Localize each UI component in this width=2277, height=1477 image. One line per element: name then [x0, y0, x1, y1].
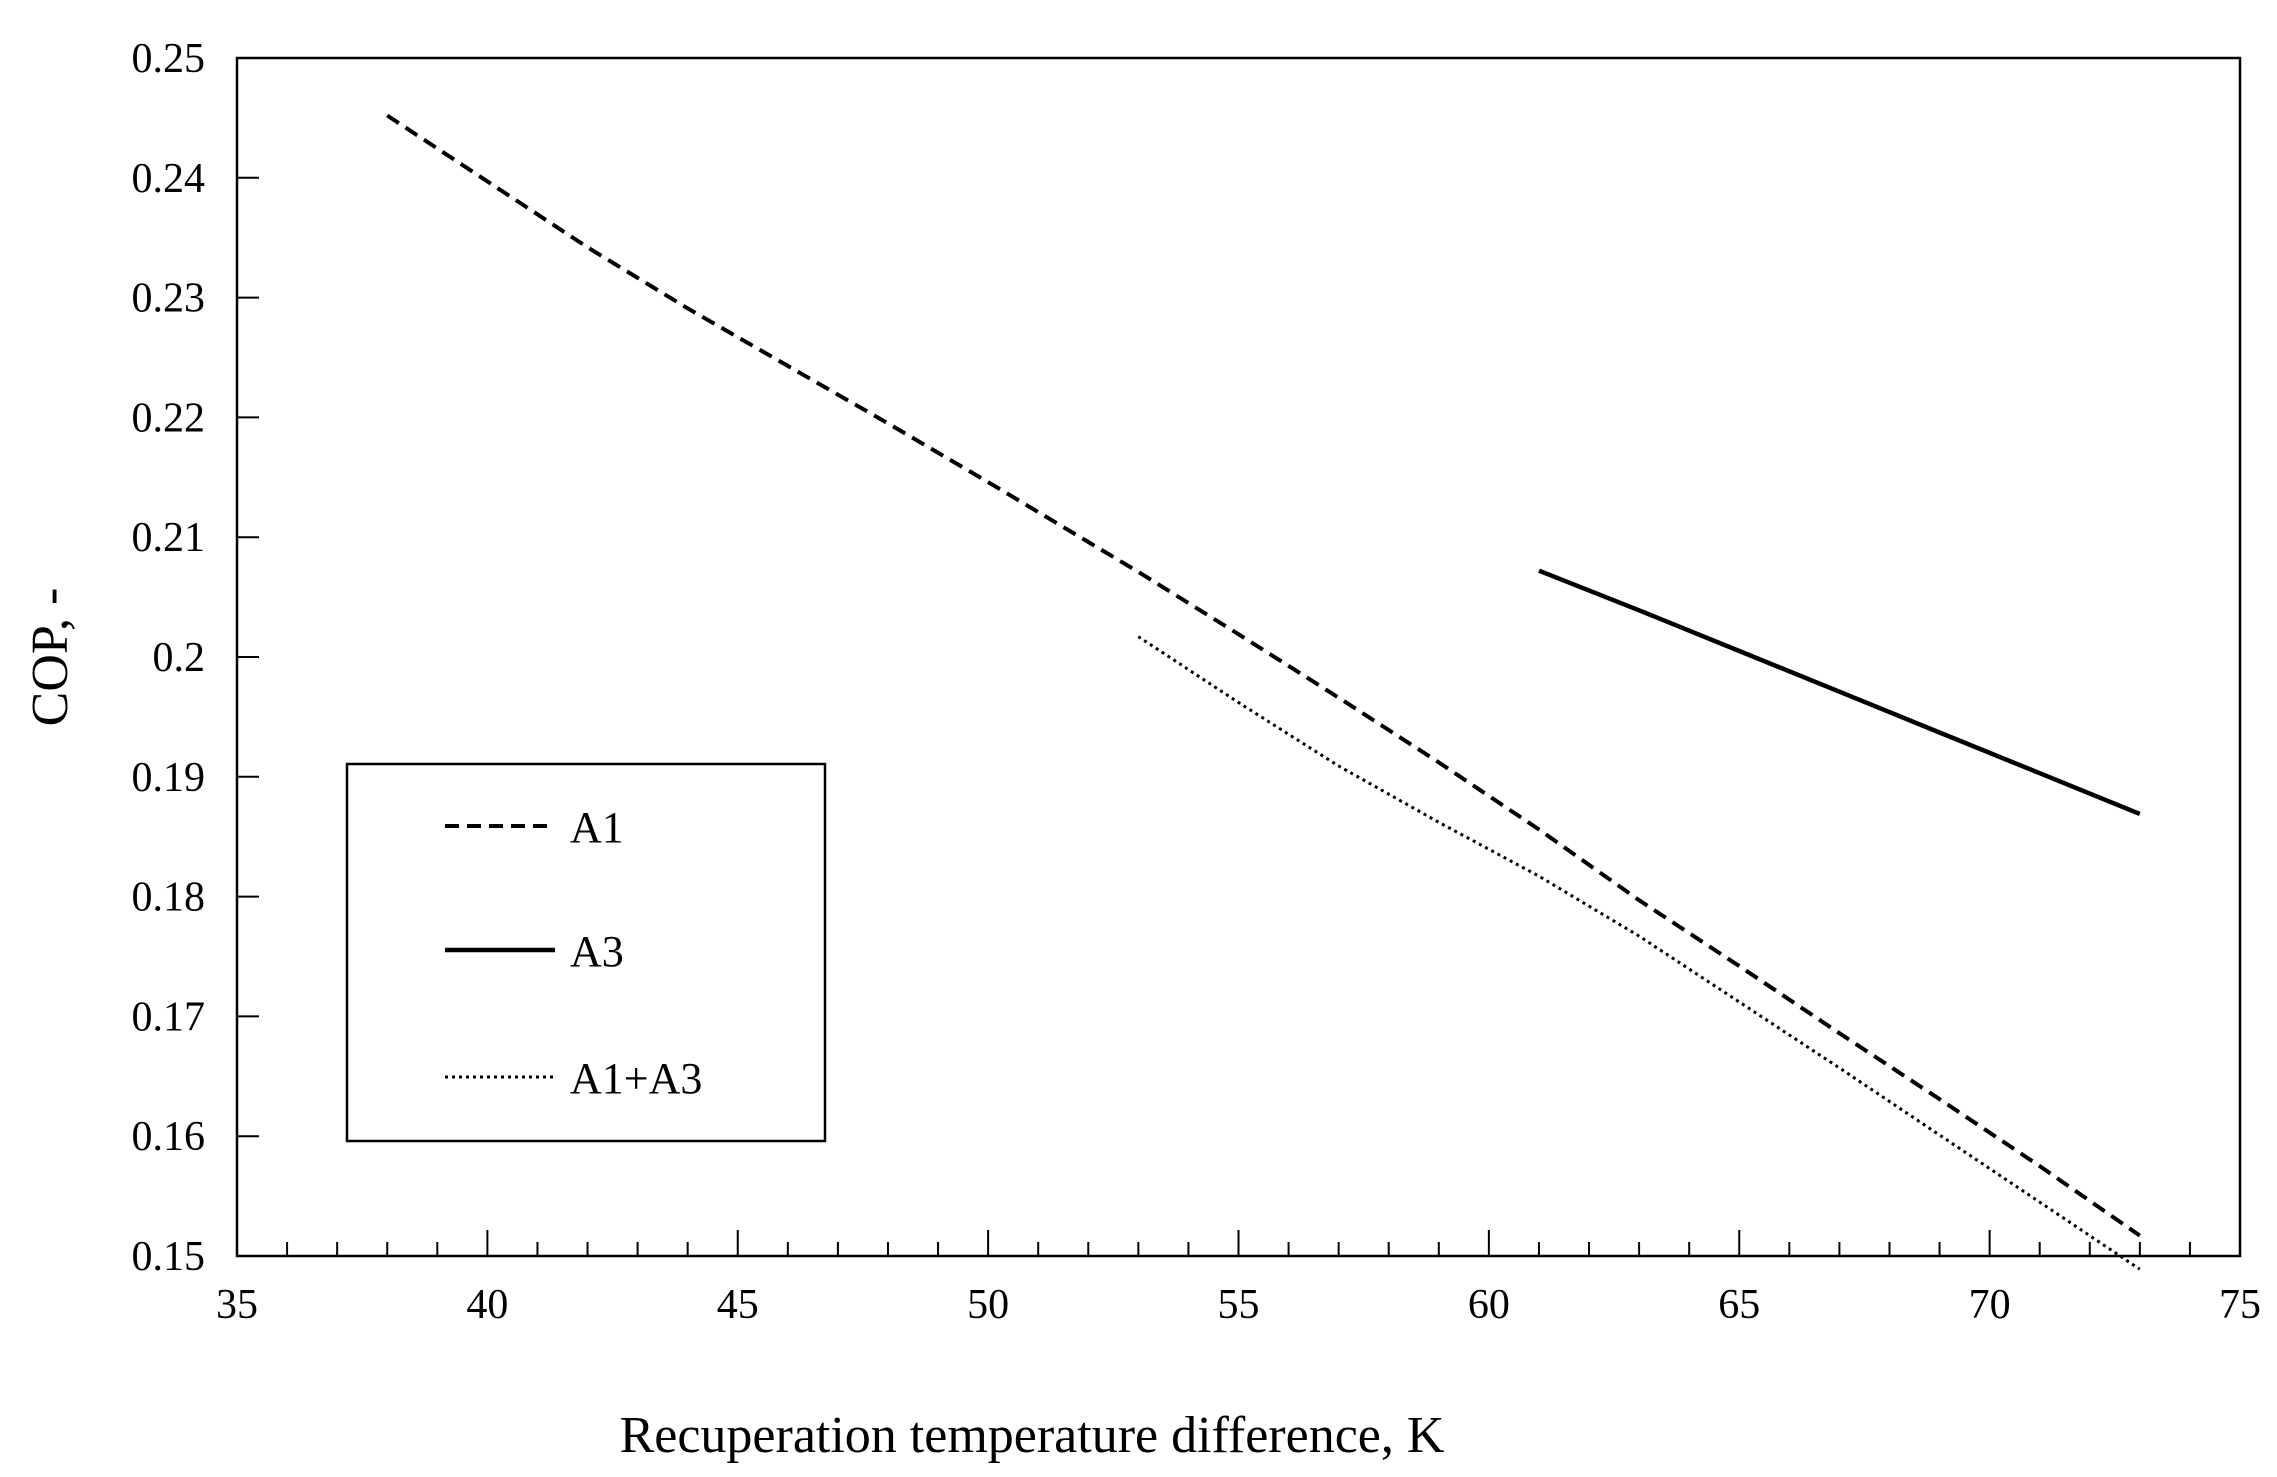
y-tick-label: 0.22	[132, 395, 206, 441]
y-tick-label: 0.21	[132, 515, 206, 561]
series-line-a1-a3	[1137, 635, 2141, 1271]
legend: A1 A3 A1+A3	[345, 762, 827, 1143]
x-tick-label: 75	[2219, 1282, 2261, 1328]
x-tick-label: 45	[717, 1282, 759, 1328]
x-ticks: 35 40 45 50 55 60 65 70 75	[216, 1230, 2261, 1328]
x-tick-label: 70	[1969, 1282, 2011, 1328]
series-line-a3	[1538, 568, 2141, 816]
x-tick-label: 40	[466, 1282, 508, 1328]
y-tick-label: 0.16	[132, 1114, 206, 1160]
series-line-a1	[386, 113, 2141, 1238]
y-tick-label: 0.19	[132, 755, 206, 801]
y-tick-label: 0.18	[132, 875, 206, 921]
series-layer	[386, 113, 2141, 1271]
y-tick-label: 0.24	[132, 156, 206, 202]
legend-label-a3: A3	[570, 927, 624, 976]
y-ticks: 0.15 0.16 0.17 0.18 0.19 0.2 0.21 0.22 0.23 0.24 0…	[132, 36, 259, 1280]
x-tick-label: 65	[1718, 1282, 1760, 1328]
legend-box	[345, 762, 827, 1143]
y-tick-label: 0.25	[132, 36, 206, 82]
x-tick-label: 50	[967, 1282, 1009, 1328]
y-tick-label: 0.23	[132, 276, 206, 322]
y-tick-label: 0.2	[153, 635, 206, 681]
y-tick-label: 0.15	[132, 1234, 206, 1280]
x-tick-label: 35	[216, 1282, 258, 1328]
y-tick-label: 0.17	[132, 994, 206, 1040]
x-axis-label: Recuperation temperature difference, K	[620, 1407, 1445, 1464]
x-tick-label: 55	[1218, 1282, 1260, 1328]
legend-label-a1-a3: A1+A3	[570, 1054, 702, 1103]
x-tick-label: 60	[1468, 1282, 1510, 1328]
legend-label-a1: A1	[570, 803, 624, 852]
y-axis-label: COP, -	[22, 588, 79, 727]
